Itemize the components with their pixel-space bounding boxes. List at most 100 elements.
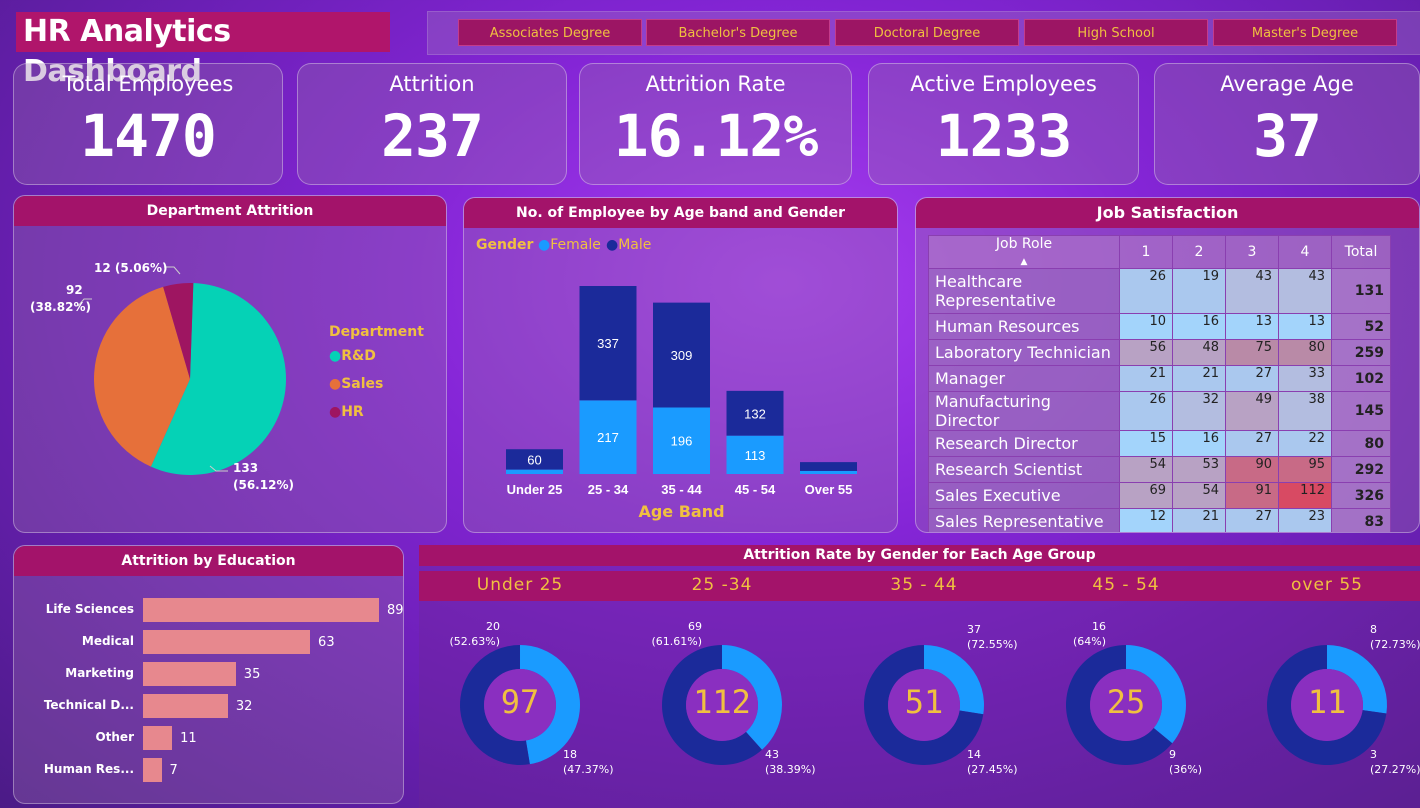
kpi-average-age: Average Age 37 — [1154, 63, 1420, 185]
donut-label-female: 18 — [563, 748, 577, 761]
table-row[interactable]: Sales Executive 69 54 91 112 326 — [928, 482, 1391, 509]
bar-female-3[interactable] — [726, 435, 784, 474]
cell-value: 26 — [1119, 268, 1173, 314]
donut-label-female: (27.27%) — [1370, 763, 1420, 776]
x-tick-label: Under 25 — [507, 482, 563, 497]
table-row[interactable]: Manufacturing Director 26 32 49 38 145 — [928, 391, 1391, 431]
donut-slice-male[interactable] — [460, 645, 530, 765]
column-header-3[interactable]: 3 — [1225, 235, 1279, 269]
donut-total: 97 — [500, 683, 540, 721]
table-row[interactable]: Sales Representative 12 21 27 23 83 — [928, 508, 1391, 532]
cell-value: 27 — [1225, 430, 1279, 457]
cell-value: 112 — [1278, 482, 1332, 509]
legend-item-sales[interactable]: ●Sales — [329, 376, 383, 392]
education-bar[interactable] — [143, 598, 379, 622]
education-label: Human Res... — [43, 762, 134, 776]
education-bar[interactable] — [143, 726, 173, 750]
cell-value: 12 — [1119, 508, 1173, 532]
column-header-2[interactable]: 2 — [1172, 235, 1226, 269]
cell-value: 38 — [1278, 391, 1332, 431]
kpi-attrition: Attrition 237 — [297, 63, 567, 185]
donut-label-female: (27.45%) — [967, 763, 1018, 776]
donut-slice-female[interactable] — [924, 645, 984, 715]
donut-label-female: (38.39%) — [765, 763, 816, 776]
cell-value: 75 — [1225, 339, 1279, 366]
donut-label-female: 9 — [1169, 748, 1176, 761]
bar-male-1[interactable] — [579, 286, 637, 401]
bar-male-4[interactable] — [800, 462, 857, 471]
cell-job-role: Human Resources — [928, 313, 1120, 340]
legend-label: Male — [618, 237, 652, 253]
card-title: No. of Employee by Age band and Gender — [464, 198, 897, 228]
cell-value: 95 — [1278, 456, 1332, 483]
pie-slice-sales[interactable] — [93, 286, 190, 467]
bar-male-3[interactable] — [726, 390, 784, 436]
donut-slice-male[interactable] — [1267, 645, 1387, 765]
bar-female-4[interactable] — [800, 470, 857, 474]
education-bar[interactable] — [143, 630, 311, 654]
donut-slice-female[interactable] — [1327, 645, 1387, 714]
table-row[interactable]: Healthcare Representative 26 19 43 43 131 — [928, 268, 1391, 314]
table-row[interactable]: Laboratory Technician 56 48 75 80 259 — [928, 339, 1391, 366]
education-label: Technical D... — [43, 698, 134, 712]
slicer-doctoral-degree[interactable]: Doctoral Degree — [835, 19, 1019, 46]
bar-female-1[interactable] — [579, 400, 637, 474]
pie-label-hr: 12 (5.06%) — [94, 261, 168, 275]
age-group-title: over 55 — [1291, 575, 1363, 595]
legend-label: Sales — [341, 376, 384, 392]
pie-label-rd-pct: (56.12%) — [233, 478, 294, 492]
column-header-total[interactable]: Total — [1331, 235, 1391, 269]
age-group-header-band — [419, 571, 1420, 601]
bar-female-2[interactable] — [653, 407, 710, 474]
column-header-job-role[interactable]: Job Role ▲ — [928, 235, 1120, 269]
kpi-label: Active Employees — [910, 72, 1097, 96]
pie-slice-rd[interactable] — [150, 283, 286, 475]
table-row[interactable]: Research Scientist 54 53 90 95 292 — [928, 456, 1391, 483]
donut-hole — [888, 669, 960, 741]
bar-male-2[interactable] — [653, 302, 710, 408]
donut-slice-male[interactable] — [1066, 645, 1173, 765]
slicer-bachelors-degree[interactable]: Bachelor's Degree — [646, 19, 830, 46]
cell-total: 52 — [1331, 313, 1391, 340]
donut-slice-female[interactable] — [1126, 645, 1186, 744]
donut-label-female: 43 — [765, 748, 779, 761]
pie-slice-hr[interactable] — [163, 283, 194, 379]
education-bar[interactable] — [143, 694, 228, 718]
kpi-label: Total Employees — [62, 72, 234, 96]
donut-slice-female[interactable] — [520, 645, 581, 765]
column-header-1[interactable]: 1 — [1119, 235, 1173, 269]
bar-female-0[interactable] — [506, 469, 563, 474]
job-satisfaction-table: Job Role ▲ 1 2 3 4 Total Healthcare Repre… — [928, 235, 1391, 532]
donut-chart — [864, 645, 984, 765]
legend-item-male[interactable]: ●Male — [606, 237, 651, 253]
table-row[interactable]: Human Resources 10 16 13 13 52 — [928, 313, 1391, 340]
slicer-high-school[interactable]: High School — [1024, 19, 1208, 46]
cell-total: 80 — [1331, 430, 1391, 457]
education-bar[interactable] — [143, 662, 236, 686]
slicer-associates-degree[interactable]: Associates Degree — [458, 19, 642, 46]
table-row[interactable]: Manager 21 21 27 33 102 — [928, 365, 1391, 392]
table-row[interactable]: Research Director 15 16 27 22 80 — [928, 430, 1391, 457]
donut-slice-male[interactable] — [662, 645, 762, 765]
bar-male-0[interactable] — [506, 449, 563, 470]
donut-slice-female[interactable] — [722, 645, 782, 750]
donut-total: 25 — [1106, 683, 1146, 721]
donut-slice-male[interactable] — [864, 645, 984, 765]
education-value: 11 — [180, 731, 197, 746]
donut-label-female: (36%) — [1169, 763, 1203, 776]
donut-chart — [1066, 645, 1186, 765]
slicer-masters-degree[interactable]: Master's Degree — [1213, 19, 1397, 46]
cell-value: 16 — [1172, 430, 1226, 457]
leader-line — [164, 266, 181, 275]
legend-item-hr[interactable]: ●HR — [329, 404, 364, 420]
cell-value: 56 — [1119, 339, 1173, 366]
legend-dot: ● — [329, 376, 342, 392]
donut-label-male: (52.63%) — [449, 635, 500, 648]
column-header-4[interactable]: 4 — [1278, 235, 1332, 269]
cell-value: 54 — [1119, 456, 1173, 483]
education-label: Other — [95, 730, 134, 744]
education-bar[interactable] — [143, 758, 162, 782]
donut-label-male: (61.61%) — [651, 635, 702, 648]
legend-item-female[interactable]: ●Female — [538, 237, 601, 253]
legend-item-rd[interactable]: ●R&D — [329, 348, 376, 364]
